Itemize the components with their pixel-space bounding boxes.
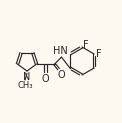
Text: F: F — [83, 40, 89, 50]
Text: HN: HN — [53, 46, 68, 56]
Text: N: N — [23, 72, 31, 82]
Text: F: F — [96, 49, 101, 59]
Text: CH₃: CH₃ — [17, 81, 33, 90]
Text: O: O — [42, 74, 49, 84]
Text: O: O — [57, 70, 65, 80]
